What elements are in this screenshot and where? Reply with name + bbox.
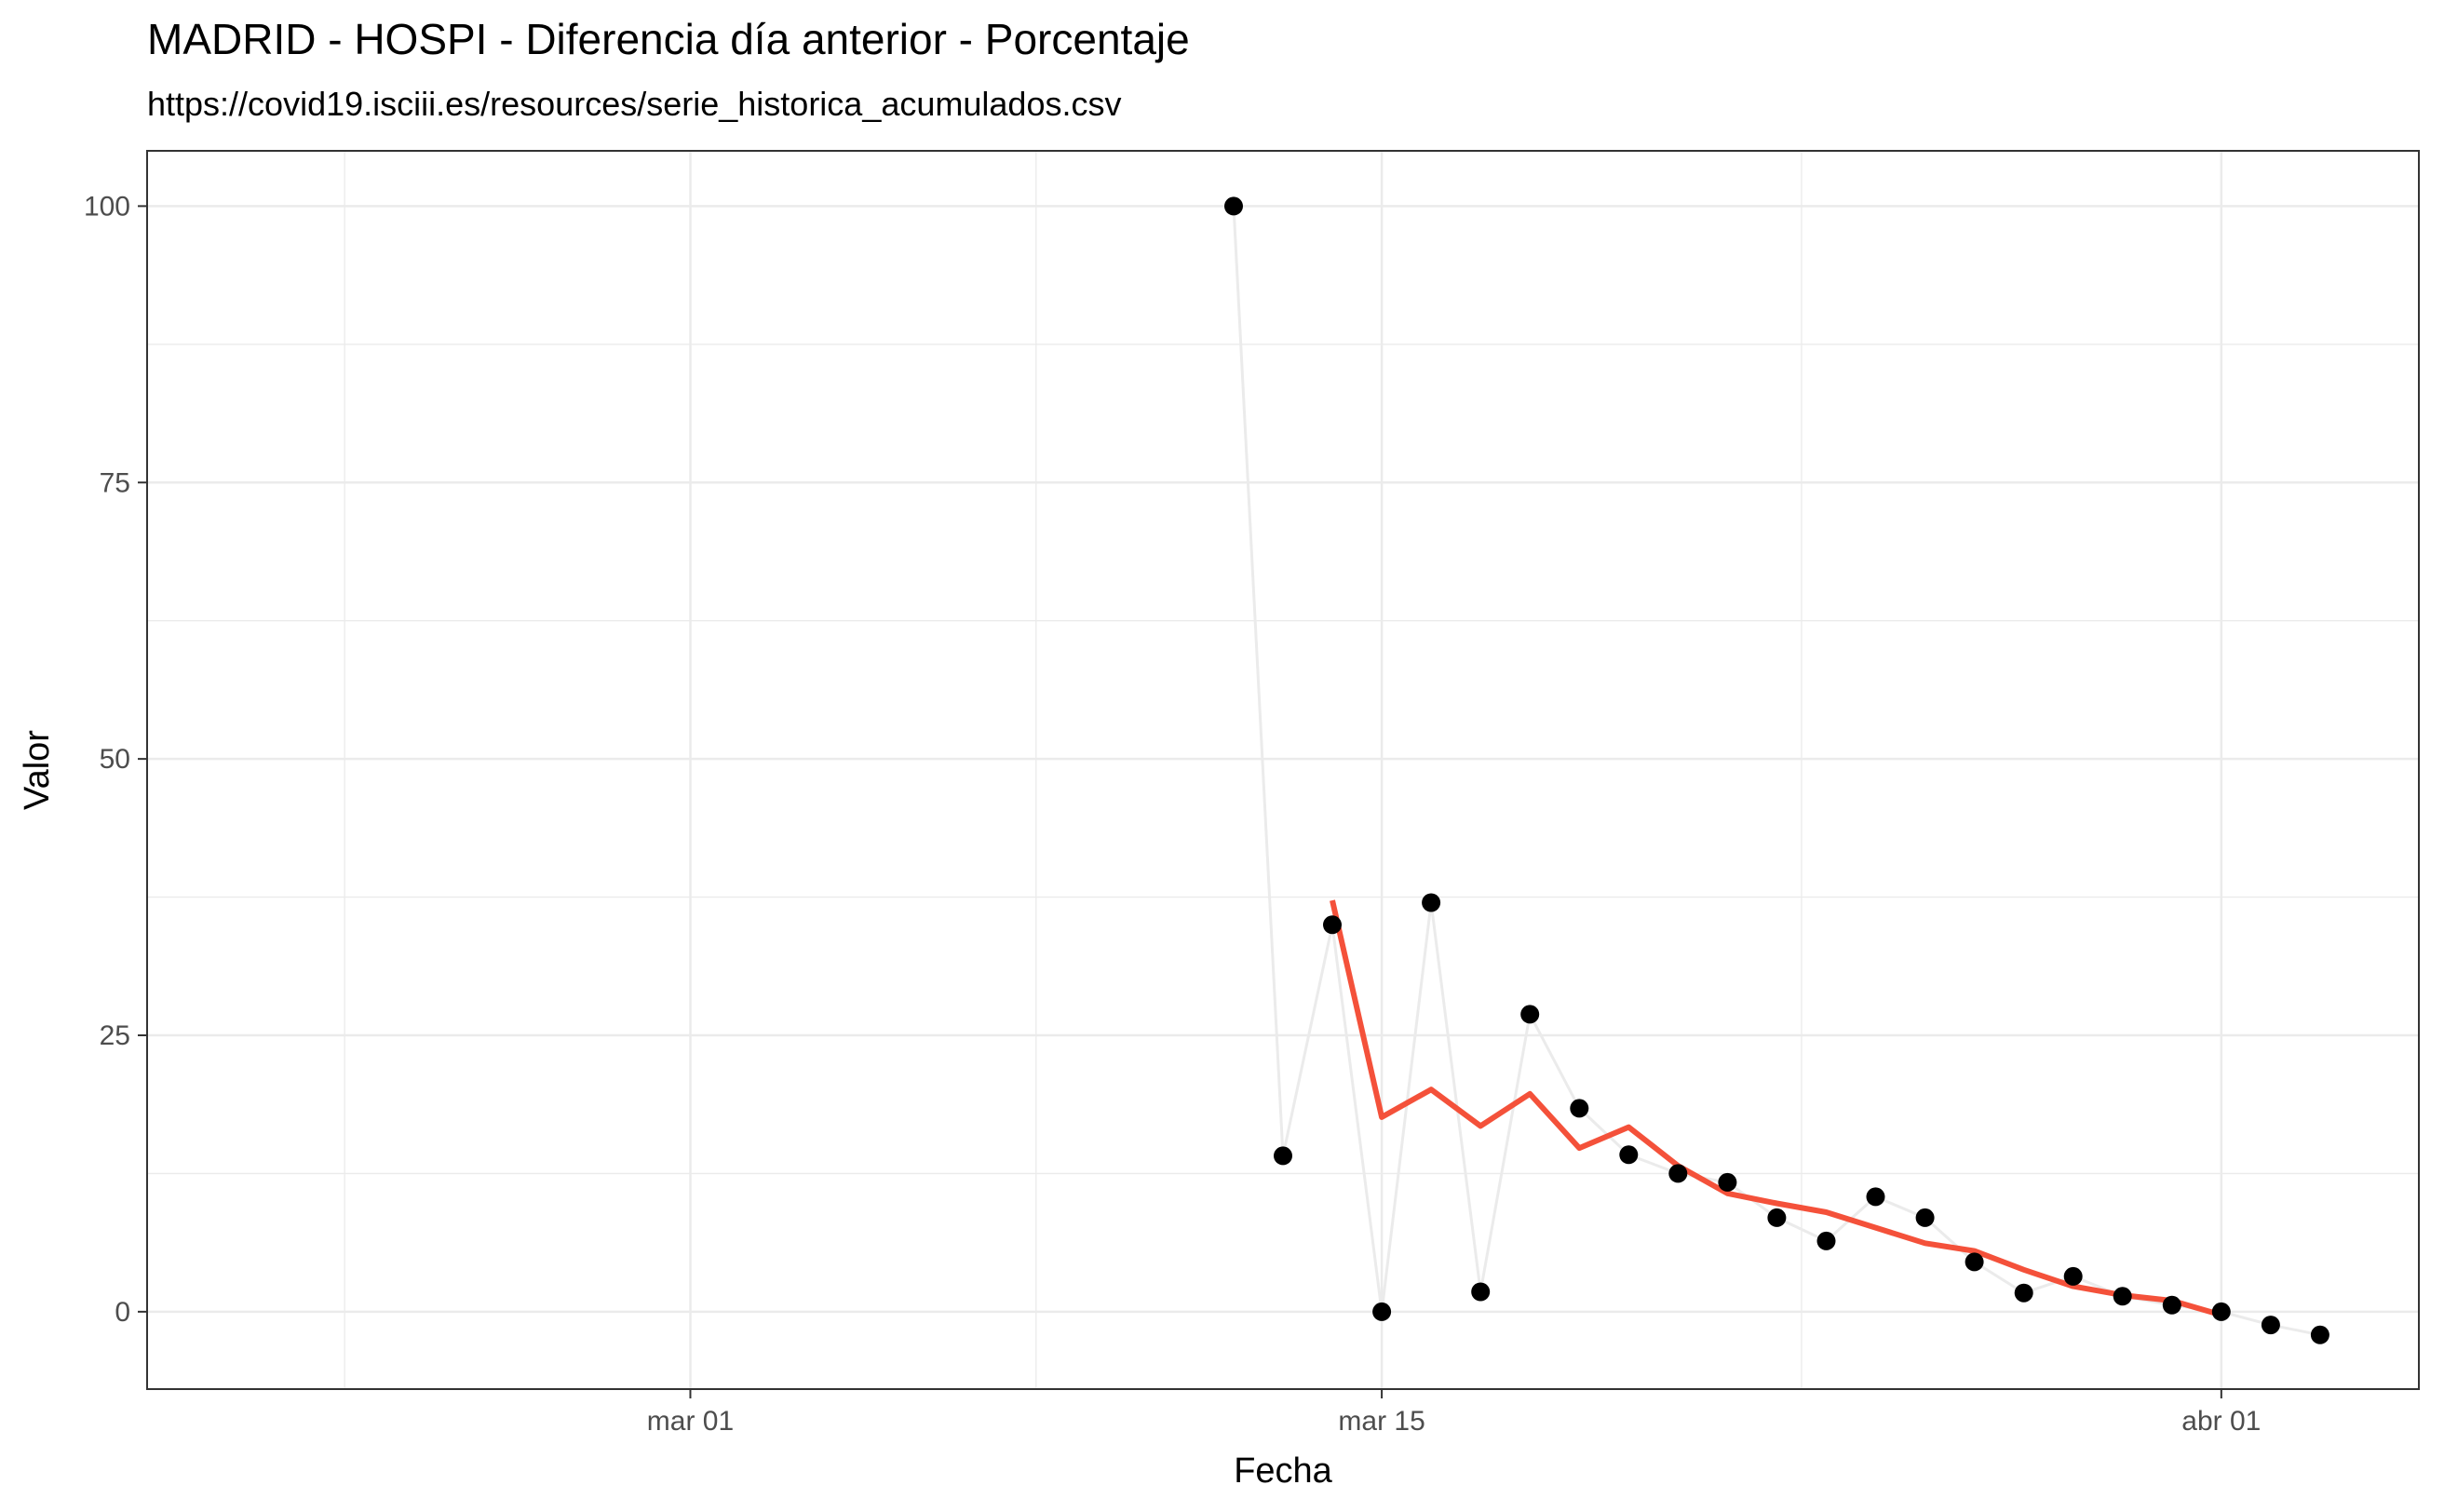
chart-title: MADRID - HOSPI - Diferencia día anterior…: [147, 15, 1190, 63]
series-1-line: [1330, 899, 2222, 1318]
series-layer: [1224, 196, 2329, 1344]
x-tick-label: abr 01: [2181, 1406, 2261, 1437]
chart-subtitle: https://covid19.isciii.es/resources/seri…: [147, 85, 1121, 123]
data-point: [1323, 915, 1342, 935]
data-point: [1767, 1208, 1787, 1227]
panel-border: [146, 150, 2420, 1390]
data-point: [1668, 1164, 1688, 1183]
data-point: [1274, 1146, 1292, 1166]
data-point: [2063, 1266, 2083, 1286]
x-tick-label: mar 15: [1338, 1406, 1425, 1437]
data-point: [1816, 1231, 1836, 1250]
y-tick-label: 50: [100, 744, 130, 775]
grid-major: [147, 151, 2419, 1389]
data-point: [1866, 1187, 1885, 1207]
data-point: [1422, 893, 1441, 912]
data-point: [2261, 1316, 2280, 1335]
data-point: [2310, 1325, 2329, 1344]
data-point: [1718, 1172, 1737, 1192]
x-axis-title: Fecha: [1234, 1451, 1332, 1491]
y-tick-label: 25: [100, 1020, 130, 1051]
data-point: [1570, 1099, 1589, 1118]
data-point: [2113, 1287, 2132, 1306]
data-point: [1965, 1252, 1984, 1272]
y-tick-label: 75: [100, 467, 130, 498]
data-point: [2162, 1295, 2181, 1315]
y-axis: 0 25 50 75 100: [84, 191, 147, 1328]
data-point: [1619, 1145, 1639, 1165]
data-point: [1224, 196, 1243, 216]
y-axis-title: Valor: [18, 730, 57, 810]
data-point: [1520, 1005, 1540, 1024]
data-point: [1915, 1208, 1935, 1227]
x-axis: mar 01 mar 15 abr 01: [647, 1389, 2261, 1437]
x-tick-label: mar 01: [647, 1406, 734, 1437]
data-point: [2014, 1283, 2033, 1303]
data-point: [2211, 1302, 2231, 1321]
y-tick-label: 0: [115, 1297, 130, 1328]
data-point: [1471, 1282, 1491, 1302]
y-tick-label: 100: [84, 191, 130, 222]
grid-minor: [147, 151, 2419, 1389]
data-point: [1372, 1302, 1392, 1321]
